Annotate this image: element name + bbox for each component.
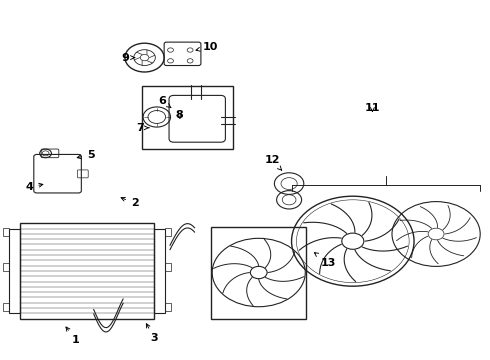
Text: 9: 9: [121, 53, 135, 63]
Text: 12: 12: [264, 155, 282, 170]
Text: 3: 3: [147, 324, 158, 343]
Text: 11: 11: [365, 103, 380, 113]
Bar: [20, 223, 154, 319]
Bar: [165, 228, 171, 236]
Text: 10: 10: [196, 42, 219, 52]
Bar: [142, 86, 233, 149]
Bar: [154, 229, 165, 313]
Bar: [9, 229, 20, 313]
Text: 2: 2: [121, 197, 139, 208]
Text: 7: 7: [136, 123, 149, 133]
Text: 6: 6: [158, 96, 171, 108]
Bar: [211, 227, 306, 319]
Text: 4: 4: [25, 182, 43, 192]
Bar: [3, 263, 9, 271]
Text: 1: 1: [66, 327, 80, 345]
Text: 13: 13: [315, 253, 336, 268]
Bar: [165, 303, 171, 311]
Bar: [3, 228, 9, 236]
Bar: [3, 303, 9, 311]
Text: 8: 8: [175, 110, 183, 120]
Text: 5: 5: [77, 150, 95, 160]
Bar: [165, 263, 171, 271]
